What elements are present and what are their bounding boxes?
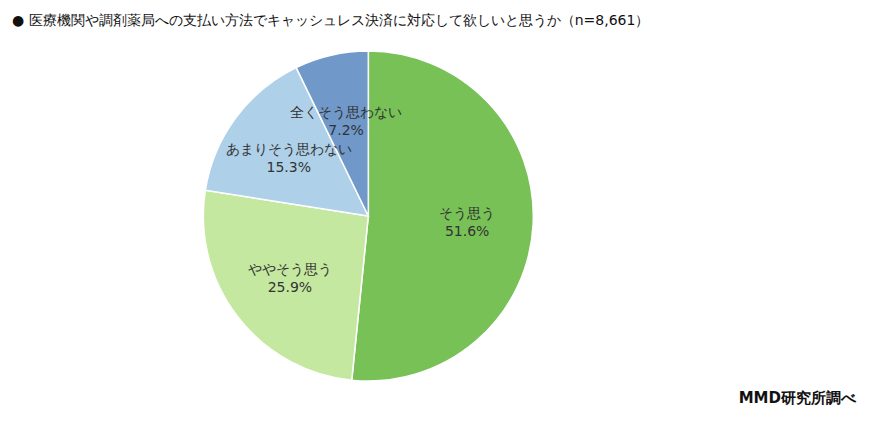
svg-text:ややそう思う25.9%: ややそう思う25.9% [248,261,332,295]
html-text:MMD研究所調べ: MMD研究所調べ [738,389,856,407]
svg-text:そう思う51.6%: そう思う51.6% [439,205,495,239]
svg-text:全くそう思わない7.2%: 全くそう思わない7.2% [290,104,402,138]
html-text:● 医療機関や調剤薬局への支払い方法でキャッシュレス決済に対: ● 医療機関や調剤薬局への支払い方法でキャッシュレス決済に対応して欲しいと思うか… [12,12,650,28]
svg-text:あまりそう思わない15.3%: あまりそう思わない15.3% [226,141,352,175]
